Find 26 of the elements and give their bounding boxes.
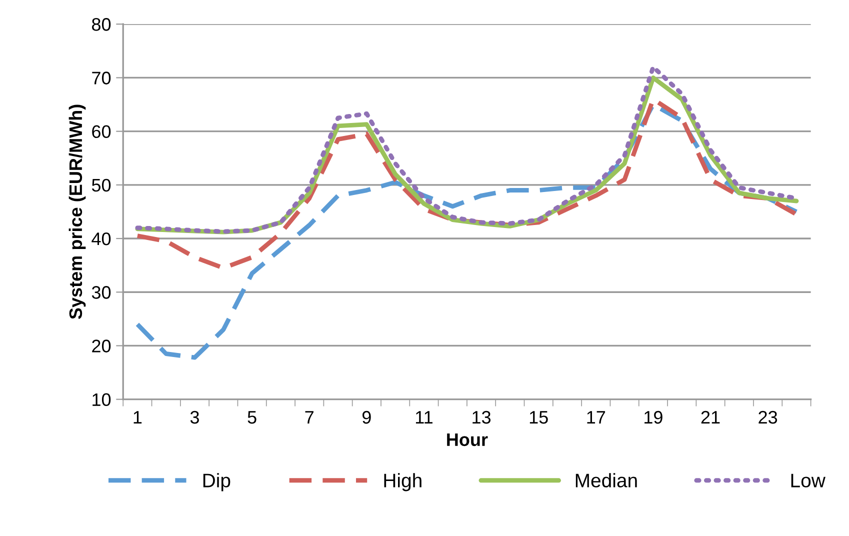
y-tick-label: 40 <box>92 232 111 246</box>
legend-label: High <box>384 473 422 492</box>
y-tick-label: 70 <box>92 72 111 84</box>
y-tick-label: 60 <box>92 125 111 138</box>
y-tick-label: 50 <box>92 178 111 192</box>
x-tick-label: 3 <box>190 410 199 424</box>
x-tick-label: 11 <box>416 411 432 424</box>
legend-label: Low <box>791 474 826 488</box>
y-tick-label: 20 <box>92 340 111 352</box>
x-tick-label: 23 <box>758 410 778 424</box>
y-axis-title: System price (EUR/MWh) <box>68 104 86 320</box>
x-tick-label: 9 <box>362 410 371 424</box>
legend-label: Median <box>576 473 637 488</box>
x-axis-title: Hour <box>447 433 488 446</box>
x-tick-label: 21 <box>701 410 720 424</box>
x-tick-label: 15 <box>530 411 548 424</box>
x-tick-label: 1 <box>134 411 142 424</box>
x-tick-label: 19 <box>644 410 662 424</box>
y-tick-label: 80 <box>92 18 111 31</box>
legend-label: Dip <box>203 473 230 492</box>
x-tick-label: 7 <box>305 411 314 424</box>
x-tick-label: 5 <box>248 411 256 424</box>
x-tick-label: 13 <box>472 410 491 424</box>
y-tick-label: 30 <box>92 286 111 299</box>
x-tick-label: 17 <box>587 411 606 424</box>
y-tick-label: 10 <box>92 393 111 406</box>
